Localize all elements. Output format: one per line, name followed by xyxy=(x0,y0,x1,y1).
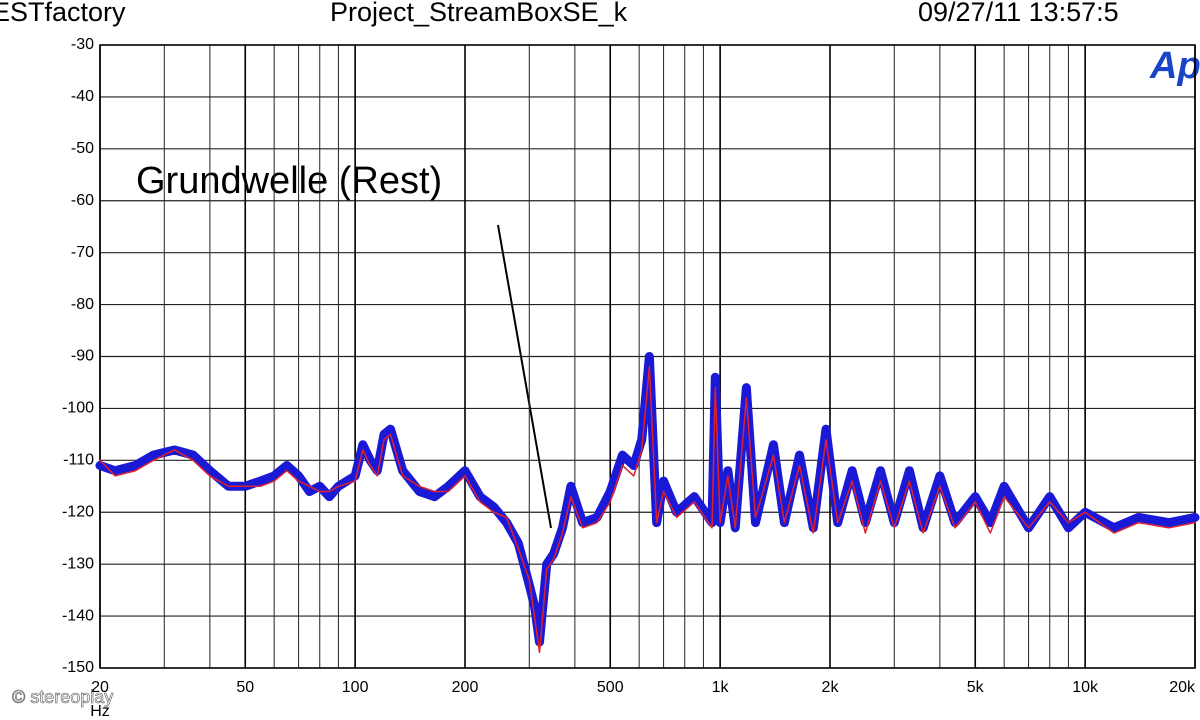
y-tick-label: -30 xyxy=(71,36,94,53)
y-tick-label: -100 xyxy=(62,400,94,417)
y-tick-label: -40 xyxy=(71,88,94,105)
plot-frame xyxy=(99,44,1196,669)
y-tick-label: -60 xyxy=(71,192,94,209)
x-axis-label: Hz xyxy=(90,703,110,720)
header-center: Project_StreamBoxSE_k xyxy=(330,0,628,27)
series-line xyxy=(95,352,1200,647)
x-tick-label: 200 xyxy=(452,679,479,696)
y-tick-label: -110 xyxy=(63,452,94,469)
y-tick-label: -90 xyxy=(71,348,94,365)
y-tick-label: -150 xyxy=(62,659,94,676)
y-tick-label: -120 xyxy=(62,503,94,520)
watermark: © stereoplay xyxy=(12,687,113,707)
annotation-arrow xyxy=(497,224,552,529)
annotation: Grundwelle (Rest) xyxy=(136,160,442,202)
logo: Ap xyxy=(1149,45,1200,87)
x-tick-label: 50 xyxy=(236,679,254,696)
x-tick-label: 1k xyxy=(712,679,730,696)
x-tick-label: 500 xyxy=(597,679,624,696)
y-tick-label: -130 xyxy=(62,555,94,572)
header-left: ESTfactory xyxy=(0,0,126,27)
x-tick-label: 2k xyxy=(822,679,840,696)
x-tick-label: 10k xyxy=(1072,679,1099,696)
x-tick-label: 20k xyxy=(1169,679,1196,696)
header-right: 09/27/11 13:57:5 xyxy=(918,0,1119,27)
x-tick-label: 100 xyxy=(342,679,369,696)
x-tick-label: 20 xyxy=(91,679,109,696)
y-tick-label: -70 xyxy=(71,244,94,261)
x-tick-label: 5k xyxy=(967,679,985,696)
series-line xyxy=(99,366,1196,654)
y-tick-label: -80 xyxy=(71,296,94,313)
y-tick-label: -50 xyxy=(71,140,94,157)
y-tick-label: -140 xyxy=(62,607,94,624)
